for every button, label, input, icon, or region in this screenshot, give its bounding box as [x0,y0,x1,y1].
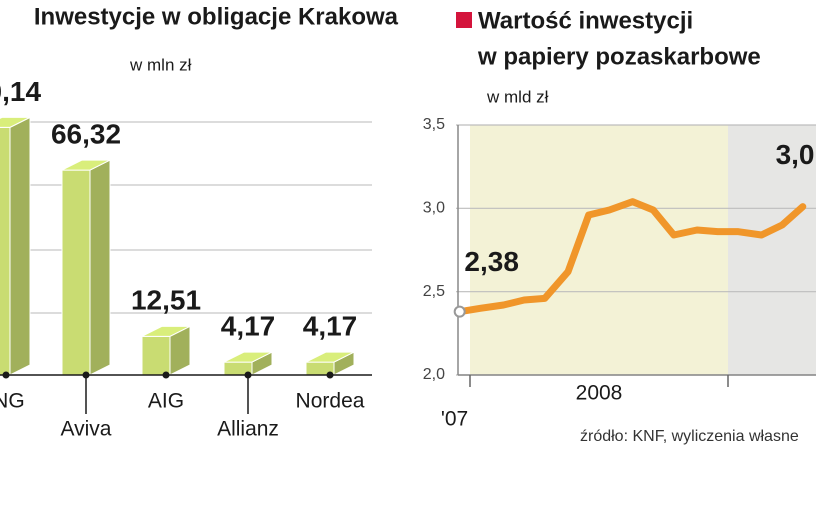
bar-top [141,325,191,337]
bar-front [141,335,171,376]
chart-title: Inwestycje w obligacje Krakowa [34,3,399,30]
bar-side [89,159,111,376]
bar-side [9,116,31,376]
chart-title: Wartość inwestycji [478,7,693,34]
bar-front [0,126,11,376]
x-tick-label: ING [0,390,25,413]
y-tick-label: 2,5 [423,283,445,300]
bar-front [61,169,91,376]
unit-label: w mld zł [486,87,549,106]
bar [0,116,31,376]
bar-top [223,351,273,363]
bar [305,351,355,376]
line-series [456,198,807,316]
x-tick-label: '07 [441,408,468,431]
period-band [470,125,728,375]
value-label: 4,17 [303,311,358,342]
x-tick-label: 2008 [576,382,623,405]
x-tick-label: Aviva [61,418,112,441]
y-tick-label: 2,0 [423,366,445,383]
bar [141,325,191,376]
source: źródło: KNF, wyliczenia własne [580,428,799,445]
value-label: 2,38 [464,246,519,277]
bar-top [61,159,111,171]
bar [223,351,273,376]
bar-top [0,116,31,128]
value-label: 3,01 [776,139,816,170]
value-label: 12,51 [131,285,201,316]
y-tick-label: 3,0 [423,200,445,217]
unit-label: w mln zł [129,55,192,74]
value-label: 80,14 [0,76,41,107]
x-tick-label: AIG [148,390,184,413]
y-tick-label: 3,5 [423,116,445,133]
bar [61,159,111,376]
period-band [728,125,816,375]
x-tick-label: Allianz [217,418,279,441]
x-tick-label: Nordea [296,390,365,413]
value-label: 66,32 [51,118,121,149]
value-label: 4,17 [221,311,276,342]
chart-title: w papiery pozaskarbowe [477,43,761,70]
title-marker [456,12,472,28]
bar-top [305,351,355,363]
start-point [453,305,466,318]
